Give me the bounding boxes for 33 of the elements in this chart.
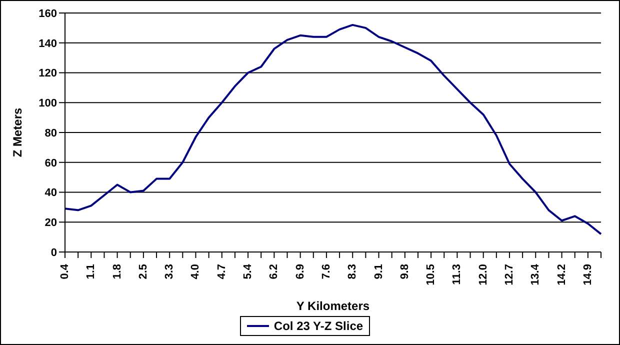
x-tick-label: 8.3	[346, 264, 359, 280]
x-tick-label: 3.3	[164, 264, 176, 280]
x-tick-label: 6.2	[268, 264, 280, 280]
y-axis-title: Z Meters	[10, 108, 24, 158]
y-tick-label: 140	[38, 38, 57, 50]
y-tick-label: 0	[50, 246, 57, 259]
x-tick-label: 14.9	[582, 264, 594, 286]
y-tick-label: 60	[44, 157, 57, 170]
y-tick-label: 100	[38, 98, 57, 110]
y-tick-label: 120	[38, 68, 57, 80]
y-tick-label: 40	[44, 187, 57, 200]
x-tick-label: 12.0	[477, 264, 490, 286]
x-tick-label: 12.7	[503, 264, 516, 286]
x-tick-label: 1.1	[85, 264, 98, 280]
x-tick-label: 14.2	[556, 264, 568, 286]
y-tick-label: 160	[38, 8, 57, 20]
x-tick-label: 4.0	[190, 264, 202, 280]
x-tick-label: 9.8	[398, 264, 411, 280]
x-axis-title: Y Kilometers	[296, 299, 370, 313]
x-tick-label: 10.5	[425, 264, 438, 286]
x-tick-label: 9.1	[372, 264, 385, 280]
x-tick-label: 1.8	[111, 264, 124, 280]
x-tick-label: 4.7	[216, 264, 228, 280]
legend-label: Col 23 Y-Z Slice	[274, 319, 364, 333]
x-tick-label: 0.4	[59, 263, 71, 280]
x-tick-label: 5.4	[242, 263, 254, 280]
x-tick-label: 7.6	[320, 264, 332, 280]
x-tick-label: 2.5	[137, 264, 150, 280]
y-tick-label: 20	[44, 217, 57, 230]
x-tick-label: 6.9	[294, 264, 306, 280]
x-tick-label: 11.3	[451, 264, 464, 285]
x-tick-label: 13.4	[530, 263, 542, 286]
y-tick-label: 80	[44, 127, 57, 140]
